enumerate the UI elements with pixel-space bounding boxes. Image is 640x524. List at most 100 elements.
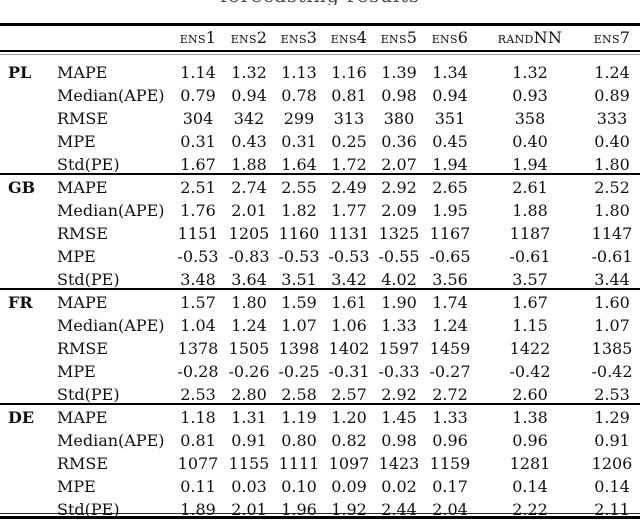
- column-header-randnn: randNN: [497, 28, 563, 47]
- value-cell: 4.02: [381, 270, 417, 289]
- value-cell: -0.53: [328, 247, 370, 266]
- value-cell: 0.78: [281, 86, 317, 105]
- value-cell: -0.53: [177, 247, 219, 266]
- value-cell: 342: [233, 109, 265, 128]
- value-cell: 0.93: [512, 86, 548, 105]
- value-cell: -0.65: [429, 247, 471, 266]
- table-row: Std(PE) 1.89 2.01 1.96 1.92 2.44 2.04 2.22 2.11: [0, 498, 640, 521]
- group-label: PL: [8, 63, 32, 82]
- value-cell: -0.27: [429, 362, 471, 381]
- value-cell: 1.80: [594, 201, 630, 220]
- value-cell: 1.32: [512, 63, 548, 82]
- value-cell: 1.39: [381, 63, 417, 82]
- value-cell: 2.92: [381, 178, 417, 197]
- metric-label: MAPE: [57, 293, 108, 312]
- value-cell: 1402: [328, 339, 370, 358]
- value-cell: 2.53: [594, 385, 630, 404]
- value-cell: -0.55: [378, 247, 420, 266]
- metric-label: Std(PE): [57, 385, 120, 404]
- value-cell: 1.34: [432, 63, 468, 82]
- group-label: [0, 360, 48, 383]
- column-header-ens1: ens1: [179, 28, 217, 47]
- value-cell: 1398: [278, 339, 320, 358]
- group-label: [0, 498, 48, 521]
- value-cell: 3.51: [281, 270, 317, 289]
- table-row: GB MAPE 2.51 2.74 2.55 2.49 2.92 2.65 2.61 2.52: [0, 176, 640, 199]
- value-cell: 1097: [328, 454, 370, 473]
- value-cell: -0.31: [328, 362, 370, 381]
- table-rule-bottom-thin: [0, 513, 640, 514]
- value-cell: -0.33: [378, 362, 420, 381]
- metric-label: RMSE: [57, 109, 109, 128]
- value-cell: 0.31: [180, 132, 216, 151]
- value-cell: 1.18: [180, 408, 216, 427]
- value-cell: -0.83: [228, 247, 270, 266]
- value-cell: 0.81: [331, 86, 367, 105]
- value-cell: 3.57: [512, 270, 548, 289]
- value-cell: 2.58: [281, 385, 317, 404]
- value-cell: 0.17: [432, 477, 468, 496]
- value-cell: 2.80: [231, 385, 267, 404]
- value-cell: 1.24: [231, 316, 267, 335]
- value-cell: 1423: [378, 454, 420, 473]
- value-cell: 1.24: [594, 63, 630, 82]
- value-cell: 0.14: [512, 477, 548, 496]
- value-cell: 1.45: [381, 408, 417, 427]
- value-cell: -0.53: [278, 247, 320, 266]
- value-cell: 3.42: [331, 270, 367, 289]
- table-row: RMSE 304 342 299 313 380 351 358 333: [0, 107, 640, 130]
- value-cell: 1597: [378, 339, 420, 358]
- value-cell: 2.52: [594, 178, 630, 197]
- value-cell: 2.44: [381, 500, 417, 519]
- metric-label: MPE: [57, 247, 96, 266]
- value-cell: 1.07: [594, 316, 630, 335]
- group-label: FR: [8, 293, 33, 312]
- value-cell: 2.09: [381, 201, 417, 220]
- value-cell: 2.92: [381, 385, 417, 404]
- value-cell: 299: [283, 109, 315, 128]
- value-cell: 0.94: [432, 86, 468, 105]
- table-rule-top: [0, 23, 640, 26]
- value-cell: 1.89: [180, 500, 216, 519]
- header-spacer-metric: [48, 26, 172, 50]
- value-cell: 1.72: [331, 155, 367, 174]
- value-cell: 1.38: [512, 408, 548, 427]
- column-header-ens7: ens7: [593, 28, 631, 47]
- value-cell: 1.64: [281, 155, 317, 174]
- value-cell: 1.13: [281, 63, 317, 82]
- table-row: Std(PE) 3.48 3.64 3.51 3.42 4.02 3.56 3.57 3.44: [0, 268, 640, 291]
- metric-label: Std(PE): [57, 270, 120, 289]
- group-label: [0, 337, 48, 360]
- value-cell: 2.51: [180, 178, 216, 197]
- value-cell: 0.98: [381, 86, 417, 105]
- value-cell: 1155: [228, 454, 270, 473]
- value-cell: 1378: [177, 339, 219, 358]
- value-cell: 1206: [591, 454, 633, 473]
- group-label: [0, 222, 48, 245]
- value-cell: 2.65: [432, 178, 468, 197]
- value-cell: 1.94: [432, 155, 468, 174]
- value-cell: 1.57: [180, 293, 216, 312]
- value-cell: -0.25: [278, 362, 320, 381]
- table-row: Median(APE) 0.79 0.94 0.78 0.81 0.98 0.94 0.93 0…: [0, 84, 640, 107]
- value-cell: 2.01: [231, 500, 267, 519]
- metric-label: Median(APE): [57, 201, 165, 220]
- value-cell: 1.20: [331, 408, 367, 427]
- value-cell: 1.61: [331, 293, 367, 312]
- table-row: MPE -0.28 -0.26 -0.25 -0.31 -0.33 -0.27 -0.42 -0…: [0, 360, 640, 383]
- value-cell: 1.31: [231, 408, 267, 427]
- value-cell: 1.95: [432, 201, 468, 220]
- value-cell: 0.31: [281, 132, 317, 151]
- value-cell: 0.80: [281, 431, 317, 450]
- value-cell: 333: [596, 109, 628, 128]
- value-cell: 380: [383, 109, 415, 128]
- value-cell: 1385: [591, 339, 633, 358]
- value-cell: 0.40: [512, 132, 548, 151]
- group-label: [0, 199, 48, 222]
- value-cell: 1131: [328, 224, 370, 243]
- metric-label: RMSE: [57, 454, 109, 473]
- metric-label: Median(APE): [57, 316, 165, 335]
- group-label: [0, 84, 48, 107]
- value-cell: 2.07: [381, 155, 417, 174]
